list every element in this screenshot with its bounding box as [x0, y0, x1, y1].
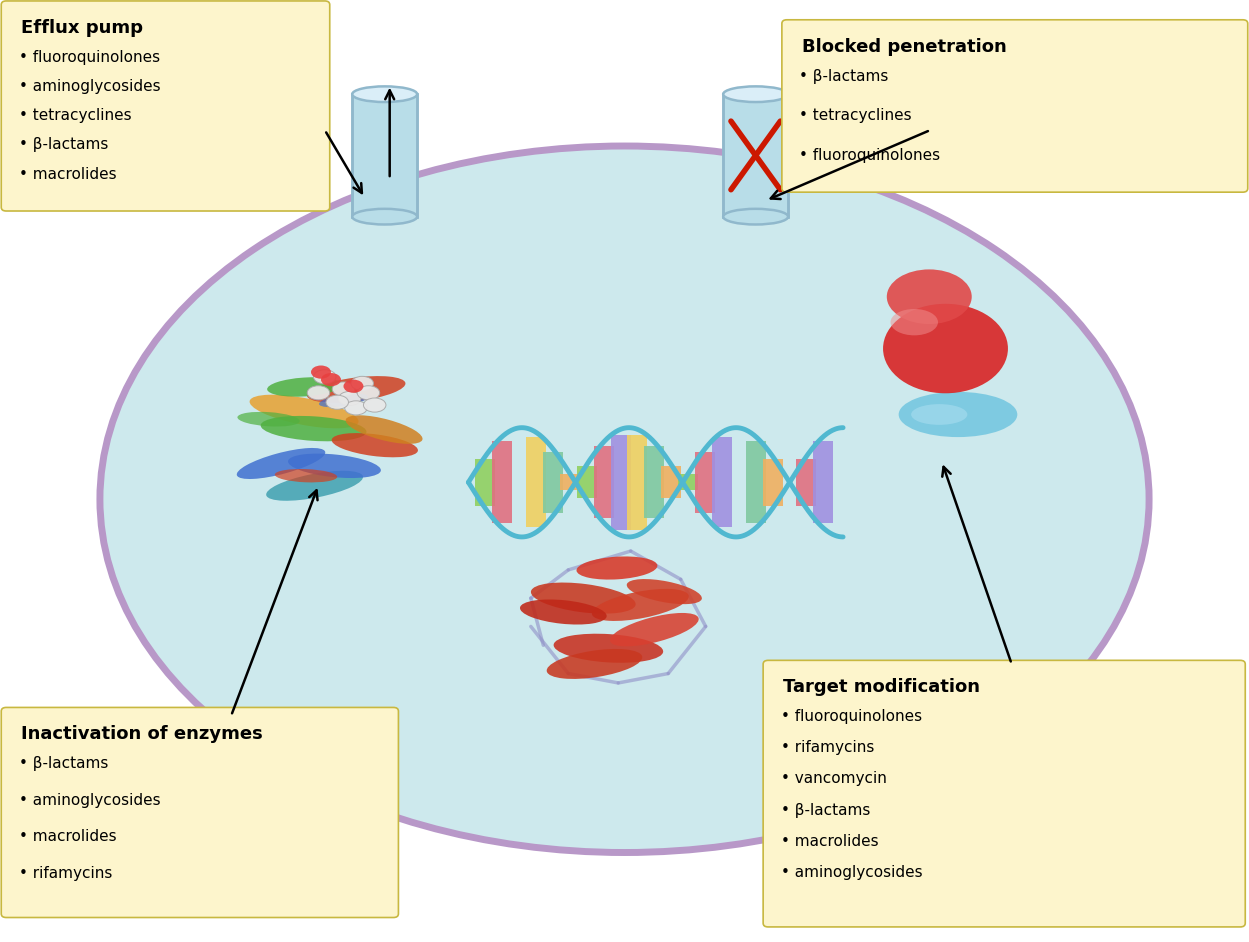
Ellipse shape: [610, 613, 698, 646]
Text: Efflux pump: Efflux pump: [21, 19, 144, 37]
FancyBboxPatch shape: [1, 1, 330, 211]
Bar: [593, 447, 613, 518]
Bar: [611, 434, 631, 530]
Bar: [543, 452, 563, 512]
Bar: [712, 437, 732, 528]
Ellipse shape: [100, 146, 1149, 853]
Text: Blocked penetration: Blocked penetration: [802, 38, 1007, 56]
Ellipse shape: [357, 385, 380, 399]
Ellipse shape: [592, 589, 688, 621]
Bar: [746, 441, 766, 524]
Ellipse shape: [237, 412, 300, 427]
Ellipse shape: [266, 471, 363, 501]
Bar: [627, 434, 647, 530]
Text: • vancomycin: • vancomycin: [781, 771, 887, 787]
Text: • macrolides: • macrolides: [19, 167, 116, 182]
Bar: [661, 466, 681, 498]
Ellipse shape: [311, 365, 331, 379]
Bar: [560, 474, 580, 491]
FancyBboxPatch shape: [1, 707, 398, 918]
Ellipse shape: [898, 392, 1017, 437]
Text: • aminoglycosides: • aminoglycosides: [19, 79, 160, 94]
Text: • tetracyclines: • tetracyclines: [19, 108, 131, 123]
FancyBboxPatch shape: [782, 20, 1248, 192]
Text: • macrolides: • macrolides: [19, 829, 116, 844]
Bar: [813, 441, 833, 524]
Ellipse shape: [553, 634, 663, 663]
Ellipse shape: [321, 373, 341, 386]
Ellipse shape: [307, 385, 330, 399]
Text: • aminoglycosides: • aminoglycosides: [19, 793, 160, 808]
Ellipse shape: [343, 380, 363, 393]
Ellipse shape: [307, 376, 406, 403]
Bar: [694, 452, 714, 512]
Ellipse shape: [723, 87, 788, 102]
Ellipse shape: [547, 649, 642, 679]
Text: • fluoroquinolones: • fluoroquinolones: [19, 50, 160, 65]
Ellipse shape: [577, 557, 657, 579]
Text: • β-lactams: • β-lactams: [799, 69, 889, 84]
Bar: [526, 437, 546, 528]
Bar: [577, 466, 597, 498]
Bar: [763, 459, 783, 506]
Bar: [476, 459, 496, 506]
Ellipse shape: [887, 269, 972, 324]
Text: • β-lactams: • β-lactams: [19, 756, 109, 771]
Bar: [797, 459, 817, 506]
Bar: [644, 447, 664, 518]
Text: • rifamycins: • rifamycins: [781, 740, 874, 755]
Ellipse shape: [627, 579, 702, 604]
Bar: [352, 94, 417, 217]
Ellipse shape: [326, 395, 348, 409]
Bar: [492, 441, 512, 524]
Ellipse shape: [883, 303, 1008, 394]
Ellipse shape: [237, 448, 325, 479]
Ellipse shape: [891, 309, 938, 335]
Text: • β-lactams: • β-lactams: [19, 138, 109, 153]
Bar: [723, 94, 788, 217]
Text: • fluoroquinolones: • fluoroquinolones: [781, 709, 922, 724]
Ellipse shape: [363, 398, 386, 413]
Ellipse shape: [332, 433, 418, 457]
Text: • aminoglycosides: • aminoglycosides: [781, 865, 922, 880]
Ellipse shape: [289, 454, 381, 478]
Text: • macrolides: • macrolides: [781, 834, 878, 849]
Ellipse shape: [520, 599, 607, 625]
Ellipse shape: [346, 415, 422, 444]
Ellipse shape: [318, 394, 368, 407]
Ellipse shape: [352, 209, 417, 224]
Ellipse shape: [723, 209, 788, 224]
Ellipse shape: [338, 391, 361, 405]
FancyBboxPatch shape: [763, 660, 1245, 927]
Text: • tetracyclines: • tetracyclines: [799, 108, 912, 123]
Text: • rifamycins: • rifamycins: [19, 866, 112, 881]
Ellipse shape: [531, 582, 636, 613]
Text: • fluoroquinolones: • fluoroquinolones: [799, 148, 940, 163]
Ellipse shape: [313, 369, 336, 384]
Ellipse shape: [250, 395, 358, 429]
Text: Target modification: Target modification: [783, 678, 980, 696]
Ellipse shape: [275, 469, 337, 482]
Bar: [678, 474, 698, 491]
Text: • β-lactams: • β-lactams: [781, 803, 871, 818]
Ellipse shape: [267, 378, 342, 397]
Ellipse shape: [351, 376, 373, 390]
Ellipse shape: [261, 416, 366, 441]
Ellipse shape: [332, 382, 355, 396]
Ellipse shape: [352, 87, 417, 102]
Ellipse shape: [345, 400, 367, 414]
Text: Inactivation of enzymes: Inactivation of enzymes: [21, 725, 264, 743]
Ellipse shape: [912, 404, 967, 425]
